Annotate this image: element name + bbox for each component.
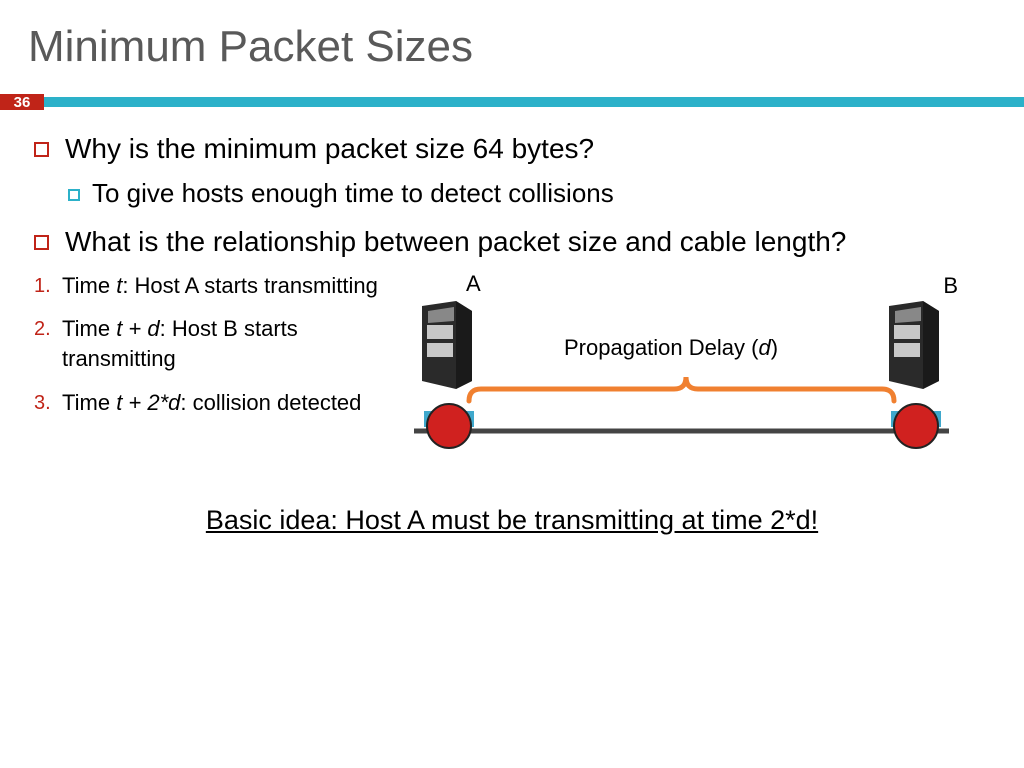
bullet-text: What is the relationship between packet …: [65, 223, 846, 261]
accent-stripe: [44, 97, 1024, 107]
page-number-badge: 36: [0, 94, 44, 110]
bullet-question-1: Why is the minimum packet size 64 bytes?: [34, 130, 990, 168]
network-diagram: A B Propagation Delay (d): [394, 271, 990, 491]
step-1: 1. Time t: Host A starts transmitting: [34, 271, 394, 301]
steps-list: 1. Time t: Host A starts transmitting 2.…: [34, 271, 394, 491]
bullet-square-icon: [34, 142, 49, 157]
host-b-icon: [889, 301, 941, 448]
step-2: 2. Time t + d: Host B starts transmittin…: [34, 314, 394, 373]
diagram-svg: [394, 271, 964, 491]
brace-icon: [469, 377, 894, 401]
footer-statement: Basic idea: Host A must be transmitting …: [34, 505, 990, 536]
host-a-icon: [422, 301, 474, 448]
bullet-text: Why is the minimum packet size 64 bytes?: [65, 130, 594, 168]
bullet-text: To give hosts enough time to detect coll…: [92, 178, 614, 209]
bullet-question-2: What is the relationship between packet …: [34, 223, 990, 261]
two-column-row: 1. Time t: Host A starts transmitting 2.…: [34, 271, 990, 491]
content-area: Why is the minimum packet size 64 bytes?…: [0, 110, 1024, 536]
step-3: 3. Time t + 2*d: collision detected: [34, 388, 394, 418]
step-text: Time t + 2*d: collision detected: [62, 388, 361, 418]
propagation-delay-label: Propagation Delay (d): [564, 335, 778, 361]
bullet-answer-1: To give hosts enough time to detect coll…: [68, 178, 990, 209]
step-number: 3.: [34, 388, 62, 418]
host-a-label: A: [466, 271, 481, 297]
step-number: 2.: [34, 314, 62, 373]
slide-title: Minimum Packet Sizes: [0, 0, 1024, 72]
step-number: 1.: [34, 271, 62, 301]
step-text: Time t + d: Host B starts transmitting: [62, 314, 394, 373]
header-stripe: 36: [0, 94, 1024, 110]
host-b-label: B: [943, 273, 958, 299]
bullet-square-icon: [34, 235, 49, 250]
sub-bullet-square-icon: [68, 189, 80, 201]
step-text: Time t: Host A starts transmitting: [62, 271, 378, 301]
